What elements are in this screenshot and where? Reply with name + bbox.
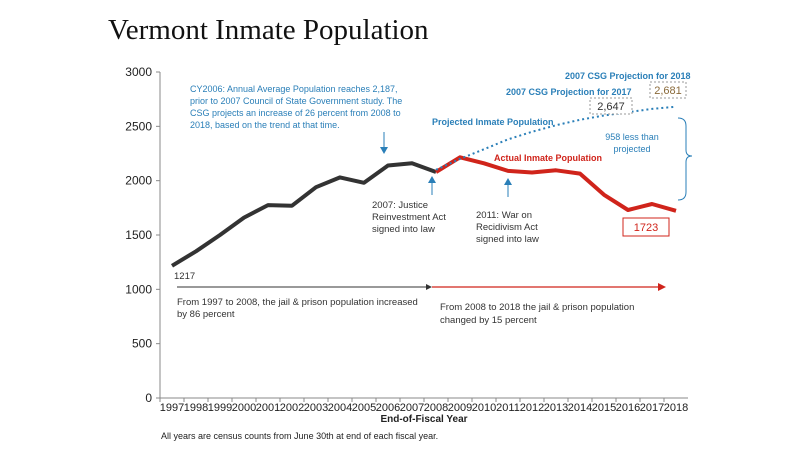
x-tick-label: 2012 — [520, 402, 544, 414]
annotation-cy2006-line4: 2018, based on the trend at that time. — [190, 120, 340, 130]
x-axis-title: End-of-Fiscal Year — [380, 414, 467, 425]
annotation-war-line1: 2011: War on — [476, 210, 532, 221]
period1-line2: by 86 percent — [177, 309, 235, 320]
x-axis-ticks: 1997 1998 1999 2000 2001 2002 2003 2004 2005 2006… — [159, 398, 688, 414]
period2-line1: From 2008 to 2018 the jail & prison popu… — [440, 302, 634, 313]
gap-note-line2: projected — [613, 144, 650, 154]
x-tick-label: 2005 — [352, 402, 376, 414]
value-box-2681 — [649, 81, 687, 99]
footnote: All years are census counts from June 30… — [161, 431, 438, 441]
x-tick-label: 1999 — [208, 402, 232, 414]
x-tick-label: 2014 — [568, 402, 592, 414]
annotation-war-line3: signed into law — [476, 234, 539, 245]
x-tick-label: 2018 — [664, 402, 688, 414]
annotation-war-line2: Recidivism Act — [476, 222, 538, 233]
y-tick-label: 1500 — [125, 228, 152, 242]
gap-brace — [677, 117, 693, 201]
gap-note-line1: 958 less than — [605, 132, 659, 142]
start-value-label: 1217 — [174, 271, 195, 282]
x-tick-label: 2009 — [448, 402, 472, 414]
annotation-jri-line2: Reinvestment Act — [372, 212, 446, 223]
x-tick-label: 2001 — [256, 402, 280, 414]
period2-line2: changed by 15 percent — [440, 315, 537, 326]
series-line-historical — [170, 161, 437, 268]
annotation-csg-2018: 2007 CSG Projection for 2018 — [565, 71, 691, 81]
x-tick-label: 2010 — [472, 402, 496, 414]
value-label-2681: 2,681 — [654, 85, 682, 97]
period2-arrowhead — [658, 283, 666, 291]
x-tick-label: 1998 — [184, 402, 208, 414]
period1-arrowhead — [426, 284, 432, 290]
annotation-cy2006-line1: CY2006: Annual Average Population reache… — [190, 84, 398, 94]
value-label-2647: 2,647 — [597, 101, 625, 113]
x-tick-label: 2008 — [424, 402, 448, 414]
x-tick-label: 2013 — [544, 402, 568, 414]
x-tick-label: 2017 — [640, 402, 664, 414]
x-tick-label: 2000 — [232, 402, 256, 414]
x-tick-label: 2015 — [592, 402, 616, 414]
x-tick-label: 2002 — [280, 402, 304, 414]
annotation-cy2006-line2: prior to 2007 Council of State Governmen… — [190, 96, 402, 106]
x-tick-label: 2004 — [328, 402, 352, 414]
y-tick-label: 0 — [145, 391, 152, 405]
series-lines — [170, 105, 677, 268]
series-line-actual — [434, 155, 677, 213]
y-tick-label: 2500 — [125, 119, 152, 133]
x-tick-label: 1997 — [160, 402, 184, 414]
end-value-box — [622, 217, 670, 237]
annotation-jri-line3: signed into law — [372, 224, 435, 235]
x-tick-label: 2011 — [496, 402, 520, 414]
period1-line1: From 1997 to 2008, the jail & prison pop… — [177, 297, 418, 308]
series-label-actual: Actual Inmate Population — [494, 153, 602, 163]
y-tick-label: 2000 — [125, 174, 152, 188]
end-value-label: 1723 — [634, 222, 658, 234]
series-label-projected: Projected Inmate Population — [432, 117, 554, 127]
page-title: Vermont Inmate Population — [108, 14, 429, 46]
x-tick-label: 2007 — [400, 402, 424, 414]
y-axis-ticks: 0 500 1000 1500 2000 2500 3000 — [125, 65, 160, 405]
x-tick-label: 2003 — [304, 402, 328, 414]
y-tick-label: 500 — [132, 337, 152, 351]
annotation-cy2006-arrowhead — [380, 147, 388, 154]
value-box-2647 — [589, 97, 633, 115]
jri-arrowhead — [428, 176, 436, 183]
annotation-jri-line1: 2007: Justice — [372, 200, 428, 211]
war-arrowhead — [504, 178, 512, 185]
annotation-csg-2017: 2007 CSG Projection for 2017 — [506, 87, 632, 97]
x-tick-label: 2006 — [376, 402, 400, 414]
annotation-cy2006-line3: CSG projects an increase of 26 percent f… — [190, 108, 401, 118]
y-tick-label: 3000 — [125, 65, 152, 79]
y-tick-label: 1000 — [125, 282, 152, 296]
x-tick-label: 2016 — [616, 402, 640, 414]
